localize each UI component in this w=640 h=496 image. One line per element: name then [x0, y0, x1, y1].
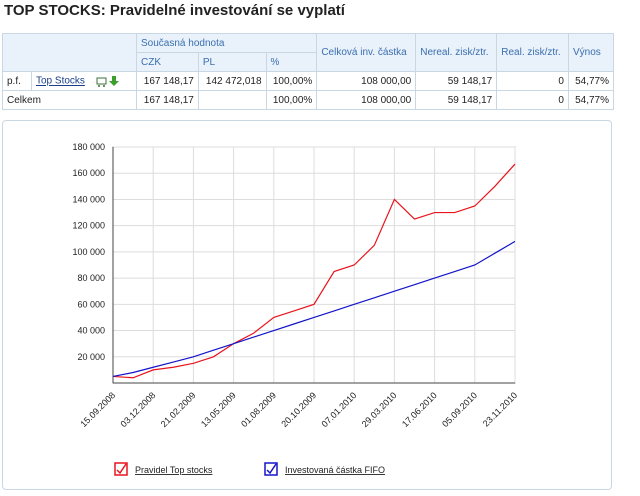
- cell: 59 148,17: [415, 90, 498, 110]
- y-tick-label: 100 000: [72, 247, 105, 257]
- series-line: [112, 240, 516, 378]
- x-tick-label: 15.09.2008: [78, 390, 117, 429]
- header-cell: Nereal. zisk/ztr.: [415, 33, 498, 72]
- y-tick-label: 180 000: [72, 142, 105, 152]
- icons[interactable]: [96, 75, 122, 87]
- header-cell: %: [265, 52, 318, 72]
- header-cell: [2, 33, 137, 72]
- x-tick-label: 07.01.2010: [320, 390, 359, 429]
- portfolio-table: Současná hodnota Celková inv. částka Ner…: [2, 33, 615, 110]
- portfolio-link[interactable]: Top Stocks: [36, 75, 85, 87]
- cell: 100,00%: [265, 90, 318, 110]
- x-tick-label: 23.11.2010: [481, 390, 519, 428]
- legend-check: [266, 463, 277, 475]
- x-tick-label: 13.05.2009: [199, 390, 238, 429]
- legend-label: Investovaná částka FIFO: [285, 465, 385, 475]
- group-header: Současná hodnota: [135, 33, 318, 53]
- cell: Celkem: [2, 90, 137, 110]
- header-cell: Real. zisk/ztr.: [496, 33, 569, 72]
- legend-label: Pravidel Top stocks: [135, 465, 213, 475]
- y-tick-label: 20 000: [77, 352, 105, 362]
- y-tick-label: 80 000: [77, 273, 105, 283]
- y-tick-label: 160 000: [72, 168, 105, 178]
- y-tick-label: 60 000: [77, 299, 105, 309]
- x-tick-label: 29.03.2010: [360, 390, 399, 429]
- x-tick-label: 17.06.2010: [400, 390, 439, 429]
- x-tick-label: 01.08.2009: [239, 390, 278, 429]
- x-tick-label: 03.12.2008: [119, 390, 158, 429]
- cell: 0: [496, 90, 569, 110]
- header-cell: CZK: [136, 52, 199, 72]
- chart-panel: [2, 120, 612, 490]
- cell: 167 148,17: [136, 90, 199, 110]
- x-tick-label: 05.09.2010: [440, 390, 479, 429]
- cell: 54,77%: [567, 90, 615, 110]
- series-line: [112, 163, 516, 379]
- y-tick-label: 140 000: [72, 194, 105, 204]
- y-tick-label: 40 000: [77, 326, 105, 336]
- x-tick-label: 21.02.2009: [159, 390, 198, 429]
- page-title: TOP STOCKS: Pravidelné investování se vy…: [4, 2, 345, 19]
- x-tick-label: 20.10.2009: [279, 390, 318, 429]
- y-tick-label: 120 000: [72, 221, 105, 231]
- legend-check: [116, 463, 127, 475]
